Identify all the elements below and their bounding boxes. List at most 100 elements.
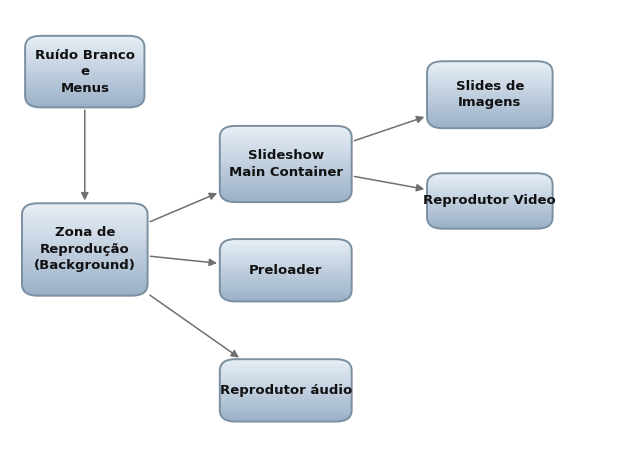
Bar bbox=[220, 171, 352, 174]
Bar bbox=[220, 187, 352, 189]
Bar bbox=[220, 292, 352, 294]
Bar bbox=[220, 278, 352, 280]
Bar bbox=[427, 81, 553, 83]
Bar bbox=[220, 371, 352, 373]
Bar bbox=[220, 390, 352, 392]
Bar bbox=[427, 198, 553, 200]
Bar bbox=[220, 131, 352, 134]
Bar bbox=[427, 199, 553, 201]
Bar bbox=[427, 187, 553, 188]
Bar bbox=[427, 220, 553, 222]
Text: Ruído Branco
e
Menus: Ruído Branco e Menus bbox=[35, 49, 135, 95]
Bar bbox=[427, 78, 553, 79]
Bar bbox=[22, 224, 148, 226]
Bar bbox=[427, 108, 553, 110]
Bar bbox=[22, 270, 148, 273]
Bar bbox=[220, 145, 352, 147]
Bar bbox=[220, 128, 352, 130]
Bar bbox=[220, 249, 352, 251]
Bar bbox=[427, 84, 553, 86]
Bar bbox=[220, 253, 352, 255]
Bar bbox=[220, 257, 352, 259]
Bar bbox=[25, 105, 144, 108]
Bar bbox=[25, 61, 144, 63]
Bar bbox=[427, 195, 553, 197]
Bar bbox=[220, 404, 352, 406]
Bar bbox=[25, 79, 144, 80]
Bar bbox=[427, 86, 553, 88]
Bar bbox=[427, 121, 553, 123]
Text: Preloader: Preloader bbox=[249, 264, 322, 277]
Bar bbox=[427, 76, 553, 78]
Bar bbox=[220, 196, 352, 198]
Bar bbox=[220, 256, 352, 258]
Bar bbox=[220, 286, 352, 287]
Bar bbox=[427, 67, 553, 70]
Bar bbox=[220, 368, 352, 370]
Bar bbox=[220, 177, 352, 179]
Bar bbox=[25, 103, 144, 106]
Bar bbox=[427, 104, 553, 106]
Bar bbox=[25, 69, 144, 72]
Bar bbox=[427, 109, 553, 111]
Bar bbox=[220, 140, 352, 143]
Bar bbox=[220, 165, 352, 168]
Bar bbox=[220, 267, 352, 269]
Bar bbox=[220, 259, 352, 261]
Bar bbox=[220, 364, 352, 365]
Bar bbox=[25, 71, 144, 73]
Bar bbox=[220, 181, 352, 183]
Bar bbox=[22, 272, 148, 275]
Bar bbox=[427, 219, 553, 220]
Bar bbox=[25, 37, 144, 39]
Bar bbox=[220, 190, 352, 193]
Bar bbox=[22, 240, 148, 243]
Bar bbox=[25, 84, 144, 86]
Bar bbox=[427, 205, 553, 207]
Bar bbox=[427, 203, 553, 205]
Bar bbox=[22, 247, 148, 249]
Text: Reprodutor Video: Reprodutor Video bbox=[423, 195, 556, 207]
Bar bbox=[22, 256, 148, 259]
Bar bbox=[427, 61, 553, 63]
Bar bbox=[22, 242, 148, 245]
Bar bbox=[220, 391, 352, 394]
Bar bbox=[220, 200, 352, 202]
Bar bbox=[220, 160, 352, 162]
Bar bbox=[25, 100, 144, 102]
Bar bbox=[25, 91, 144, 93]
Bar bbox=[427, 227, 553, 229]
Bar bbox=[427, 176, 553, 177]
Bar bbox=[220, 270, 352, 272]
Bar bbox=[427, 119, 553, 122]
Bar bbox=[220, 263, 352, 266]
Bar bbox=[427, 124, 553, 127]
Bar bbox=[220, 407, 352, 409]
Bar bbox=[220, 401, 352, 403]
Bar bbox=[220, 143, 352, 145]
Bar bbox=[25, 73, 144, 75]
Bar bbox=[220, 279, 352, 281]
Bar bbox=[22, 261, 148, 263]
Bar bbox=[220, 413, 352, 415]
Bar bbox=[220, 412, 352, 414]
Bar bbox=[220, 184, 352, 187]
Bar bbox=[22, 258, 148, 261]
Bar bbox=[427, 213, 553, 215]
Bar bbox=[220, 261, 352, 262]
Bar bbox=[220, 262, 352, 264]
Bar bbox=[220, 137, 352, 139]
Bar bbox=[25, 75, 144, 77]
Bar bbox=[25, 64, 144, 66]
Bar bbox=[220, 164, 352, 166]
Bar bbox=[22, 274, 148, 277]
Bar bbox=[25, 51, 144, 54]
Bar bbox=[22, 249, 148, 252]
Bar bbox=[25, 43, 144, 45]
Bar bbox=[427, 224, 553, 226]
Bar bbox=[220, 296, 352, 298]
Bar bbox=[220, 396, 352, 398]
Bar bbox=[220, 268, 352, 270]
Bar bbox=[220, 419, 352, 421]
Bar bbox=[220, 125, 352, 128]
